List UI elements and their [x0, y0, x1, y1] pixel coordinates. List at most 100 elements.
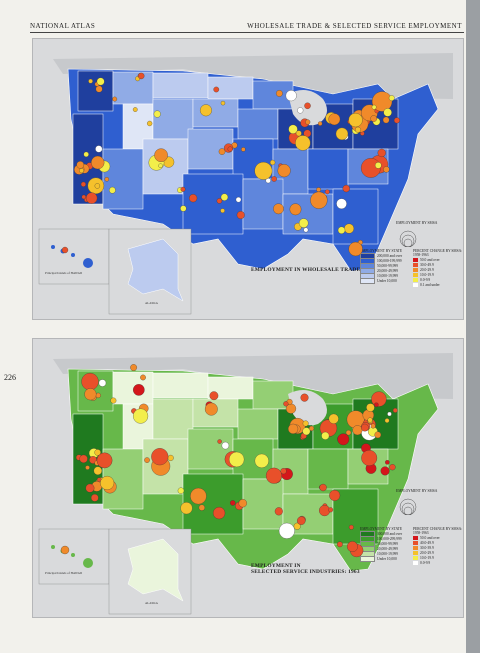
smsa-circle — [297, 516, 306, 525]
smsa-circle — [81, 194, 86, 200]
smsa-circle — [295, 135, 311, 151]
smsa-circle — [297, 107, 304, 114]
smsa-circle — [83, 151, 89, 158]
smsa-circle — [342, 184, 350, 193]
smsa-circle — [236, 211, 245, 220]
atlas-name: NATIONAL ATLAS — [30, 22, 96, 30]
smsa-circle — [273, 203, 284, 215]
smsa-circle — [94, 449, 101, 456]
map2-title-line1: EMPLOYMENT IN — [251, 563, 301, 569]
change-class-legend-label: 0.0-9.9 — [420, 560, 431, 565]
change-class-legend-label: 50.0 and over — [420, 257, 440, 262]
smsa-circle — [385, 460, 390, 465]
state-fills — [72, 70, 399, 245]
smsa-circle — [80, 181, 86, 187]
smsa-circle — [277, 164, 291, 178]
smsa-circle — [180, 502, 193, 515]
smsa-circle — [360, 158, 381, 178]
smsa-circle — [302, 427, 311, 436]
map2-smsa-circles — [75, 364, 398, 558]
smsa-circle — [310, 191, 328, 209]
smsa-circle — [335, 127, 349, 141]
map1-smsa-circles — [74, 72, 400, 257]
change-class-legend-row: 50.0 and over — [413, 257, 463, 262]
smsa-circle — [220, 193, 229, 201]
smsa-circle — [144, 457, 150, 463]
change-class-swatch — [413, 282, 418, 287]
smsa-circle — [275, 90, 283, 97]
change-class-legend-label: 40.0-49.9 — [420, 540, 434, 545]
smsa-circle — [112, 96, 118, 102]
page-number: 226 — [4, 373, 16, 382]
smsa-circle — [317, 121, 323, 126]
smsa-circle — [221, 441, 230, 450]
smsa-circle — [96, 452, 113, 469]
smsa-circle — [374, 431, 382, 439]
smsa-circle — [100, 475, 115, 490]
change-class-legend-row: 0.0-9.9 — [413, 277, 463, 282]
change-class-swatch — [413, 257, 418, 262]
smsa-circle — [79, 168, 84, 174]
smsa-circle — [371, 91, 393, 112]
smsa-circle — [389, 464, 396, 471]
state-class-swatch — [360, 555, 375, 562]
map1-state-legend: EMPLOYMENT BY STATE 200,000 and over 100,… — [360, 249, 403, 284]
smsa-circle — [84, 388, 97, 401]
map1-change-legend-title: PERCENT CHANGE BY SMSA: 1958-1963 — [413, 249, 463, 258]
smsa-circle — [302, 420, 309, 427]
smsa-circle — [81, 372, 99, 391]
smsa-circle — [387, 411, 392, 417]
state-class-legend-label: 200,000 and over — [377, 253, 403, 258]
state-class-legend-label: Under 10,000 — [377, 278, 397, 283]
smsa-circle — [361, 450, 378, 466]
smsa-circle — [91, 155, 105, 170]
smsa-circle — [347, 541, 358, 552]
state-class-legend-label: 100,000-299,999 — [377, 536, 402, 541]
smsa-circle — [348, 241, 363, 257]
smsa-circle — [384, 418, 390, 423]
smsa-circle — [204, 402, 218, 416]
map1-title: EMPLOYMENT IN WHOLESALE TRADE: 1963 — [251, 267, 376, 273]
state-class-legend-label: 20,000-49,999 — [377, 546, 398, 551]
smsa-circle — [380, 466, 390, 476]
map2-title: EMPLOYMENT IN SELECTED SERVICE INDUSTRIE… — [251, 563, 360, 575]
map1-change-legend: PERCENT CHANGE BY SMSA: 1958-1963 50.0 a… — [413, 249, 463, 287]
smsa-circle — [138, 72, 145, 80]
smsa-circle — [230, 500, 236, 506]
state-class-legend-row: Under 10,000 — [360, 555, 402, 562]
header-rule — [30, 32, 464, 33]
smsa-circle — [154, 148, 168, 162]
smsa-circle — [229, 451, 245, 468]
smsa-circle — [388, 95, 395, 101]
smsa-circle — [337, 433, 350, 446]
smsa-circle — [76, 161, 85, 169]
smsa-circle — [382, 116, 390, 124]
smsa-circle — [345, 429, 352, 436]
smsa-circle — [147, 120, 153, 127]
state-class-legend-label: Under 10,000 — [377, 556, 397, 561]
smsa-circle — [85, 192, 98, 204]
change-class-swatch — [413, 267, 418, 272]
smsa-circle — [220, 208, 225, 213]
change-class-legend-label: 0.1 and under — [420, 282, 440, 287]
smsa-circle — [392, 407, 398, 413]
smsa-circle — [216, 198, 223, 204]
smsa-circle — [88, 78, 93, 84]
state-class-legend-label: 10,000-19,999 — [377, 551, 398, 556]
smsa-circle — [213, 86, 220, 93]
smsa-circle — [79, 454, 88, 463]
state-class-legend-label: 20,000-49,999 — [377, 268, 398, 273]
smsa-circle — [198, 504, 205, 511]
smsa-circle — [271, 176, 277, 182]
change-class-legend-row: 40.0-49.9 — [413, 540, 463, 545]
smsa-circle — [344, 223, 355, 234]
change-class-swatch — [413, 262, 418, 267]
honolulu-circle — [61, 246, 69, 254]
smsa-circle — [348, 112, 363, 128]
smsa-circle — [328, 507, 334, 513]
smsa-circle — [189, 194, 198, 203]
change-class-swatch — [413, 535, 418, 540]
state-class-legend-label: 300,000 and over — [377, 531, 403, 536]
smsa-circle — [109, 186, 116, 194]
smsa-circle — [280, 468, 287, 475]
